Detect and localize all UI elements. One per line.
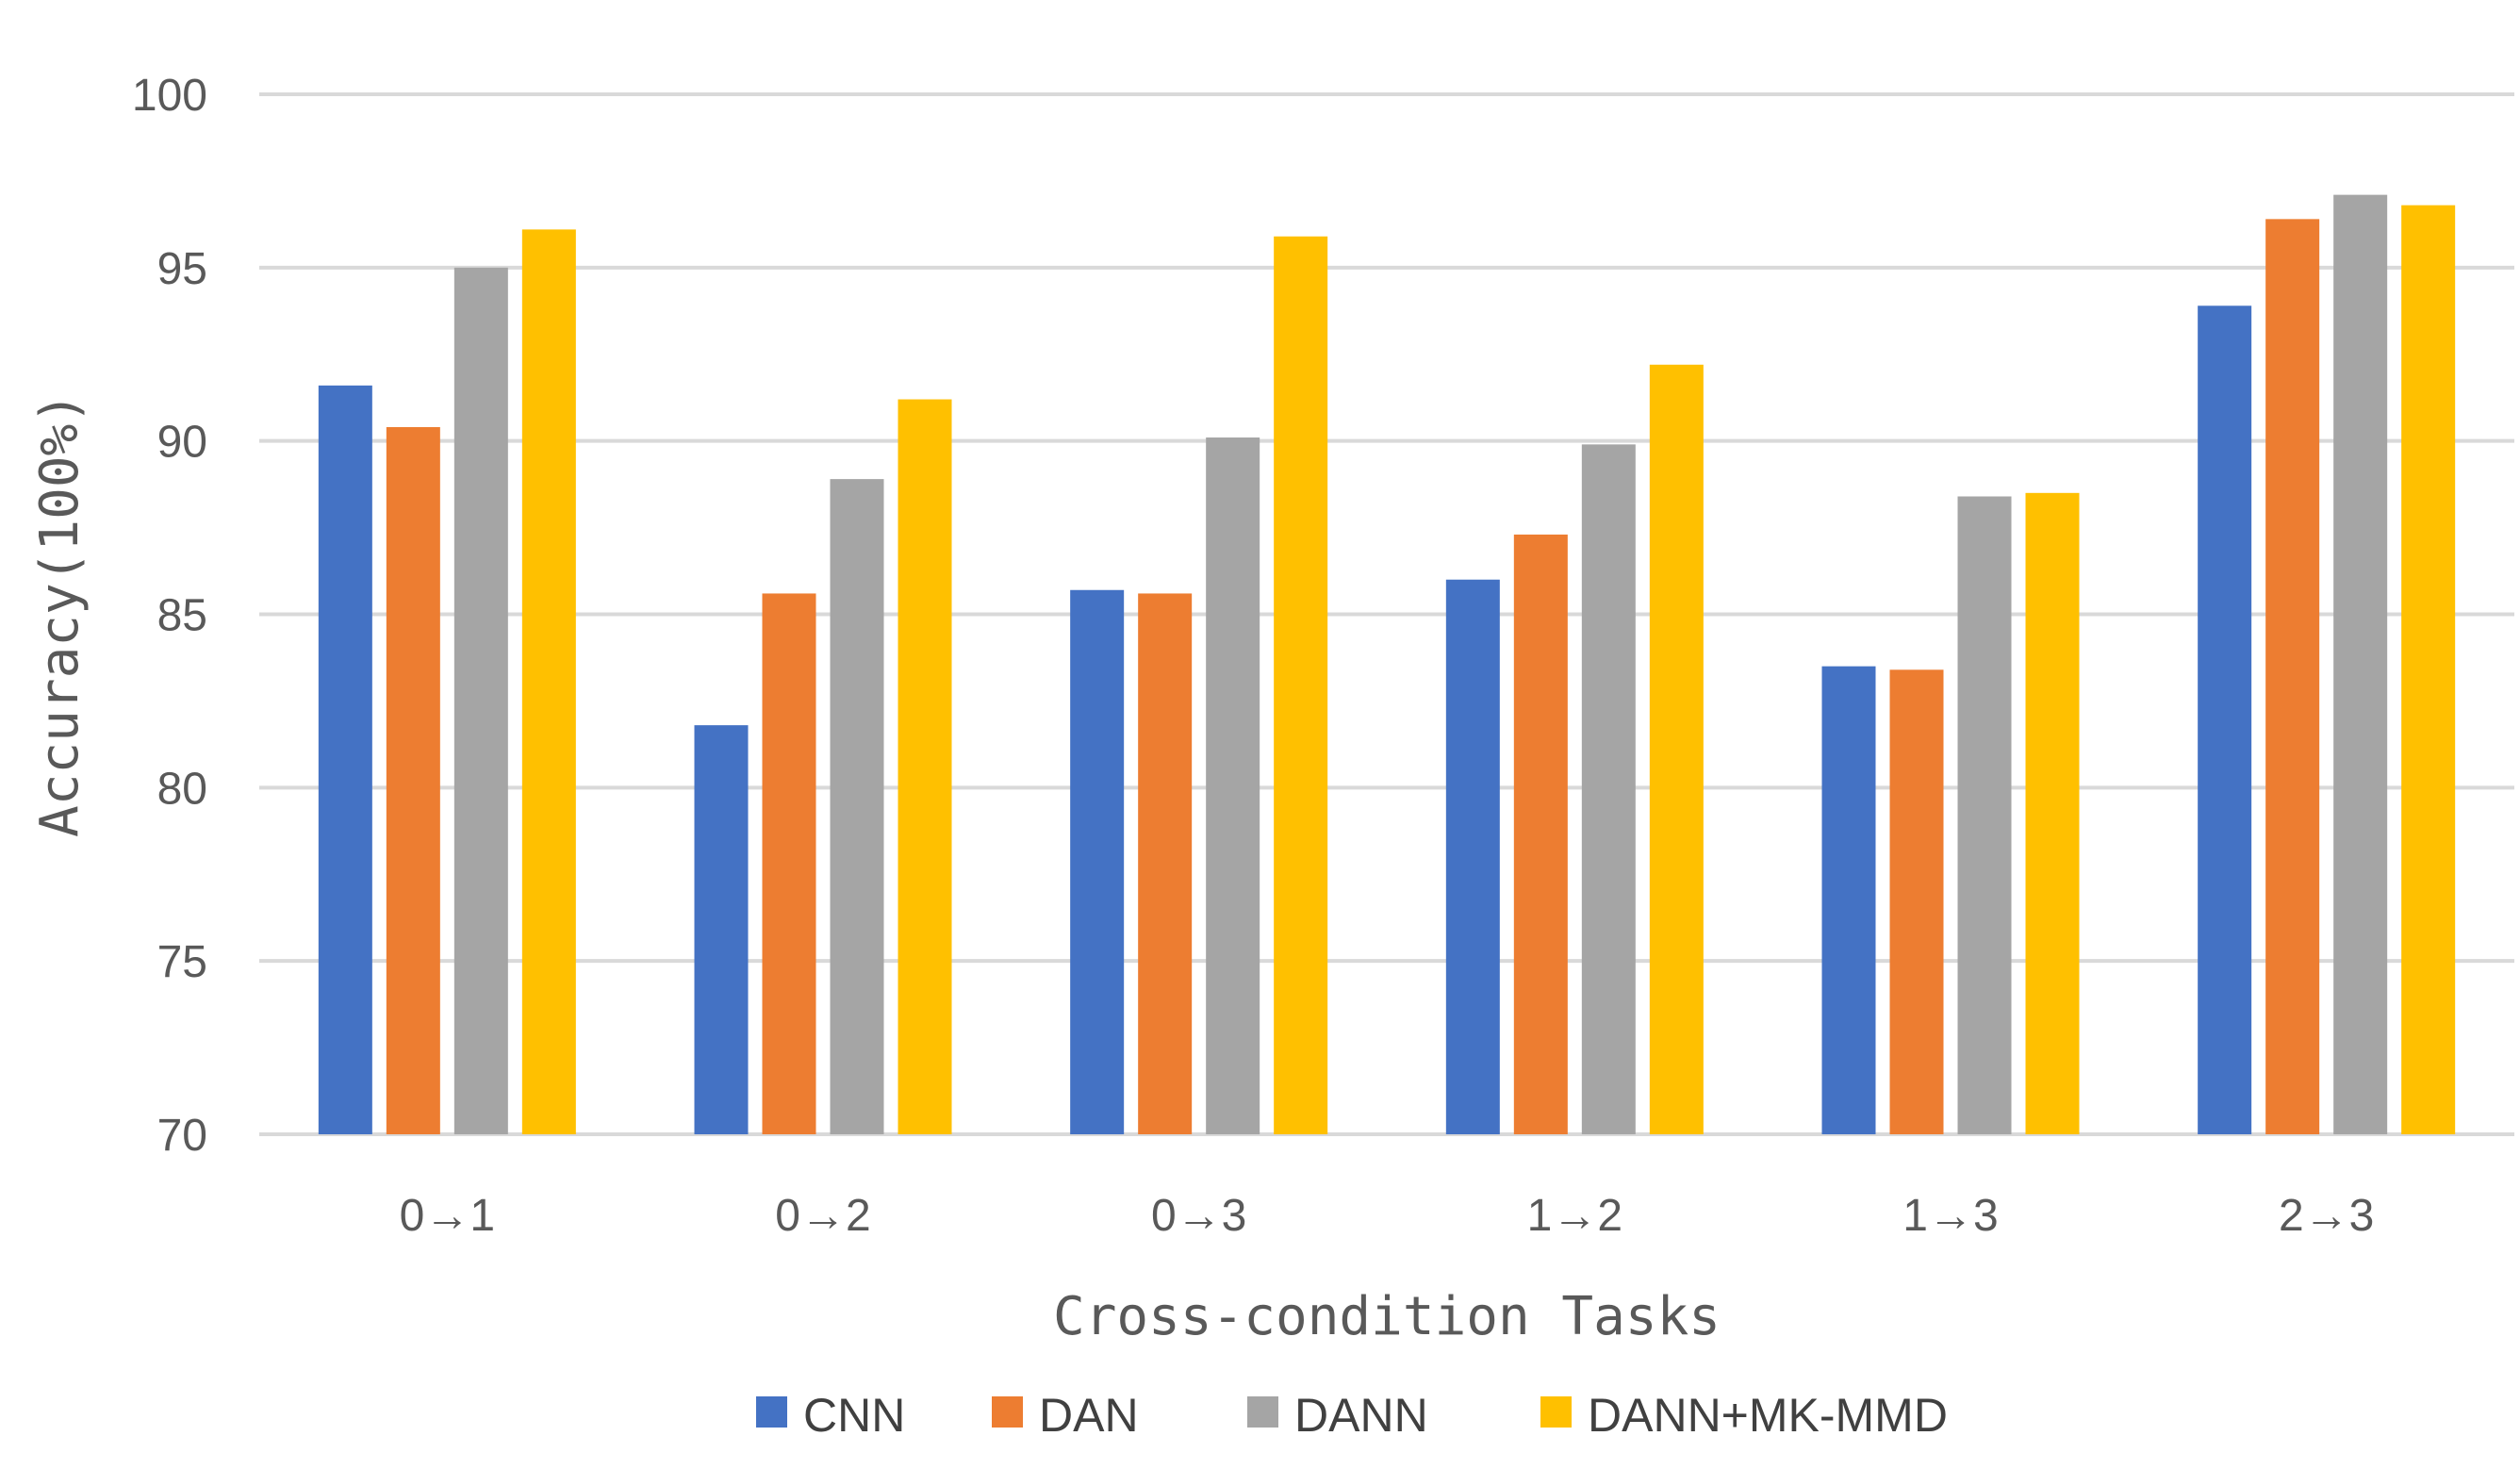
y-tick-label: 95 (157, 244, 207, 294)
x-axis-ticks: 0→1 0→2 0→3 1→2 1→3 2→3 (400, 1191, 2375, 1241)
x-tick-label: 1→2 (1527, 1191, 1622, 1241)
bar-cnn-3 (1445, 579, 1500, 1134)
bar-dann-mk-mmd-1 (898, 399, 952, 1135)
bar-dan-0 (386, 426, 440, 1135)
legend-label: DAN (1039, 1389, 1139, 1442)
y-axis-title: Accuracy(100%) (29, 392, 91, 837)
bar-dan-2 (1138, 593, 1193, 1134)
y-tick-label: 85 (157, 591, 207, 641)
y-tick-label: 100 (132, 71, 207, 121)
bar-dan-1 (762, 593, 816, 1134)
bar-cnn-0 (318, 385, 372, 1135)
bar-dann-3 (1581, 444, 1636, 1134)
legend-label: DANN (1294, 1389, 1428, 1442)
legend: CNN DAN DANN DANN+MK-MMD (756, 1389, 1948, 1442)
y-tick-label: 75 (157, 937, 207, 987)
bar-dann-0 (453, 267, 508, 1134)
legend-swatch (1247, 1396, 1278, 1428)
x-tick-label: 0→3 (1151, 1191, 1246, 1241)
x-tick-label: 0→1 (400, 1191, 495, 1241)
x-axis-title: Cross-condition Tasks (1053, 1286, 1721, 1347)
legend-swatch (756, 1396, 787, 1428)
bar-dann-1 (830, 479, 884, 1134)
y-tick-label: 80 (157, 764, 207, 814)
gridlines (259, 92, 2514, 1136)
bar-dann-5 (2333, 194, 2388, 1134)
bar-dann-4 (1957, 496, 2012, 1134)
bar-dan-5 (2265, 219, 2320, 1135)
bar-cnn-1 (694, 725, 749, 1134)
legend-swatch (1540, 1396, 1572, 1428)
x-tick-label: 0→2 (775, 1191, 870, 1241)
bar-dann-mk-mmd-0 (521, 229, 576, 1134)
bar-dann-mk-mmd-2 (1274, 236, 1328, 1134)
bar-dan-4 (1889, 669, 1944, 1134)
bars (318, 194, 2456, 1135)
legend-label: CNN (803, 1389, 905, 1442)
legend-swatch (992, 1396, 1023, 1428)
bar-cnn-2 (1070, 589, 1125, 1134)
x-tick-label: 2→3 (2279, 1191, 2374, 1241)
bar-dann-mk-mmd-4 (2025, 492, 2080, 1134)
y-tick-label: 90 (157, 418, 207, 468)
y-tick-label: 70 (157, 1111, 207, 1161)
y-axis-ticks: 70 75 80 85 90 95 100 (132, 71, 207, 1161)
bar-dan-3 (1513, 534, 1568, 1134)
bar-cnn-4 (1821, 666, 1876, 1134)
bar-dann-mk-mmd-3 (1649, 364, 1704, 1134)
bar-dann-mk-mmd-5 (2401, 205, 2456, 1135)
bar-cnn-5 (2198, 305, 2252, 1134)
x-tick-label: 1→3 (1902, 1191, 1998, 1241)
bar-dann-2 (1206, 437, 1260, 1134)
legend-label: DANN+MK-MMD (1588, 1389, 1948, 1442)
